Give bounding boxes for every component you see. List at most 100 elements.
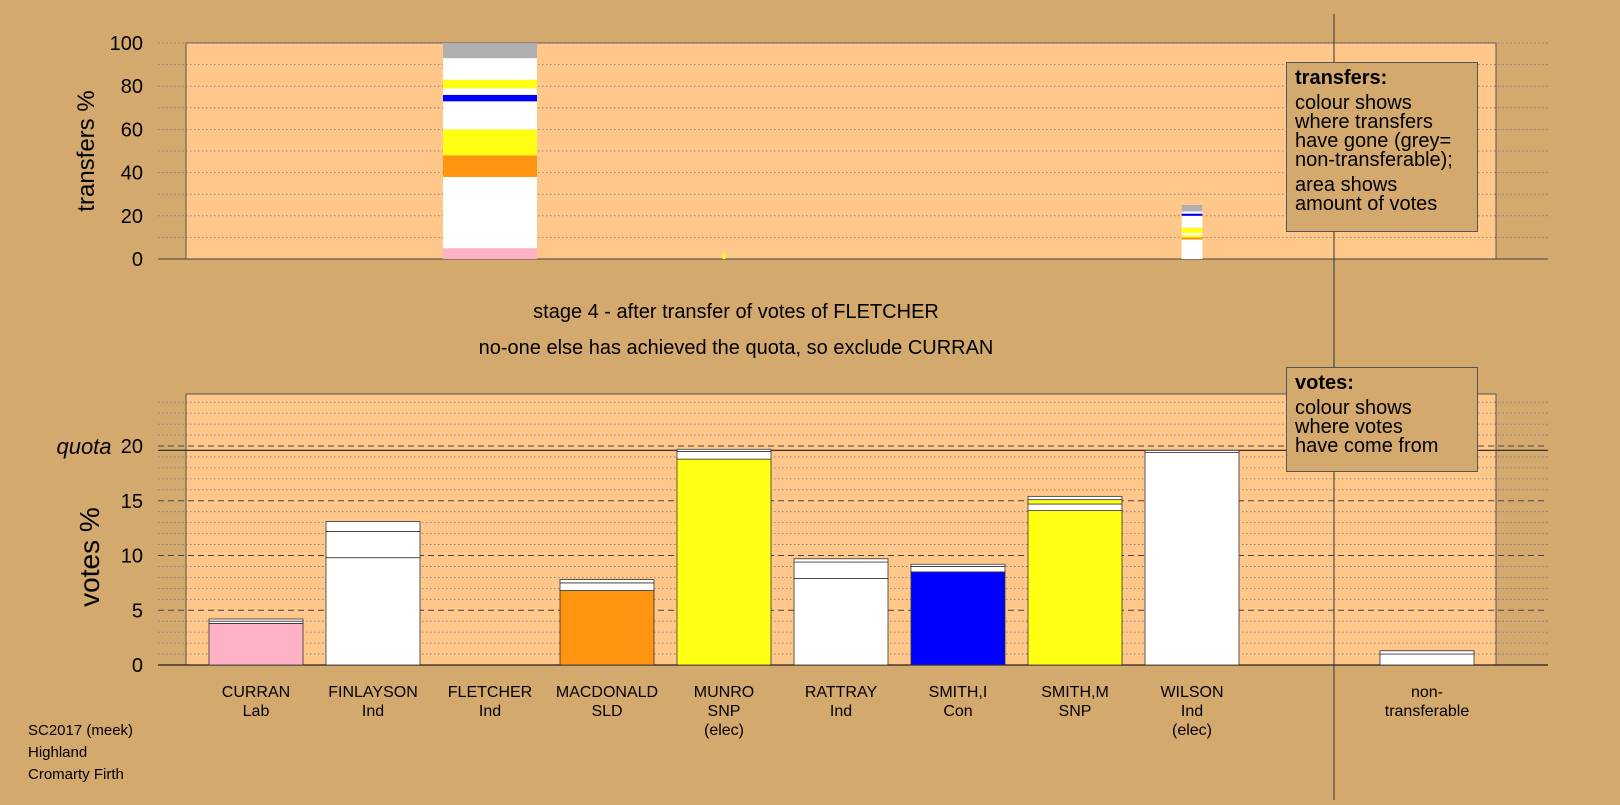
vote-segment: [325, 521, 421, 532]
legend-votes-line: where votes: [1295, 416, 1403, 438]
candidate-party: Ind: [1181, 703, 1203, 720]
legend-transfers-line: non-transferable);: [1295, 149, 1453, 171]
vote-segment: [325, 557, 421, 666]
vote-segment: [559, 582, 655, 591]
candidate-name: FLETCHER: [448, 684, 532, 701]
candidate-name: RATTRAY: [805, 684, 878, 701]
ward-name: Cromarty Firth: [28, 766, 124, 783]
legend-transfers: transfers: colour shows where transfers …: [1286, 62, 1478, 232]
candidate-name: CURRAN: [222, 684, 290, 701]
transfer-segment: [1181, 227, 1203, 234]
transfer-segment: [443, 79, 537, 89]
nontransferable-segment: [1379, 653, 1475, 666]
vote-segment: [1144, 452, 1240, 666]
candidate-name: MUNRO: [694, 684, 754, 701]
candidate-elected: (elec): [704, 722, 744, 739]
transfers-axis-label: transfers %: [73, 90, 100, 211]
candidate-elected: (elec): [1172, 722, 1212, 739]
candidate-party: Lab: [243, 703, 270, 720]
transfer-segment: [722, 252, 726, 259]
transfer-segment: [1181, 205, 1203, 212]
transfers-tick-label: 100: [110, 33, 143, 55]
transfer-segment: [443, 176, 537, 249]
legend-transfers-line: colour shows: [1295, 92, 1412, 114]
candidate-party: Ind: [830, 703, 852, 720]
candidate-party: Ind: [479, 703, 501, 720]
vote-segment: [910, 566, 1006, 573]
stage-text: stage 4 - after transfer of votes of FLE…: [533, 301, 939, 323]
transfer-segment: [1181, 233, 1203, 236]
transfer-segment: [443, 248, 537, 259]
legend-transfers-line: area shows: [1295, 174, 1398, 196]
legend-votes: votes: colour shows where votes have com…: [1286, 367, 1478, 472]
nontransferable-label: transferable: [1385, 703, 1470, 720]
vote-segment: [1027, 510, 1123, 666]
transfer-segment: [1181, 213, 1203, 216]
vote-segment: [1027, 503, 1123, 512]
quota-label: quota: [56, 434, 111, 459]
candidate-party: Con: [943, 703, 972, 720]
votes-tick-label: 5: [132, 600, 143, 622]
transfer-segment: [443, 58, 537, 80]
transfers-tick-label: 20: [121, 206, 143, 228]
legend-votes-line: colour shows: [1295, 397, 1412, 419]
candidate-party: Ind: [362, 703, 384, 720]
candidate-name: SMITH,M: [1041, 684, 1109, 701]
election-method: SC2017 (meek): [28, 722, 134, 739]
candidate-name: MACDONALD: [556, 684, 658, 701]
votes-chart: 0 5 10 15 20 quota votes % CURRAN Lab FINLAYSON In…: [56, 393, 1548, 739]
vote-segment: [793, 561, 889, 579]
transfer-segment: [443, 155, 537, 177]
transfers-tick-label: 60: [121, 119, 143, 141]
votes-tick-label: 20: [121, 436, 143, 458]
transfer-segment: [443, 129, 537, 156]
transfer-segment: [443, 94, 537, 102]
legend-transfers-line: amount of votes: [1295, 193, 1438, 215]
legend-transfers-title: transfers:: [1295, 67, 1388, 89]
transfer-segment: [1181, 239, 1203, 259]
transfers-plot-area: [185, 42, 1497, 260]
candidate-party: SNP: [708, 703, 741, 720]
transfers-tick-label: 0: [132, 249, 143, 271]
candidate-name: WILSON: [1160, 684, 1223, 701]
transfer-segment: [1181, 215, 1203, 228]
legend-votes-title: votes:: [1295, 372, 1354, 394]
votes-tick-label: 0: [132, 655, 143, 677]
transfers-tick-label: 40: [121, 163, 143, 185]
council-name: Highland: [28, 744, 88, 761]
election-info: SC2017 (meek) Highland Cromarty Firth: [28, 720, 133, 786]
votes-tick-label: 10: [121, 546, 143, 568]
legend-transfers-line: have gone (grey=: [1295, 130, 1452, 152]
candidate-party: SLD: [591, 703, 622, 720]
legend-votes-line: have come from: [1295, 435, 1439, 457]
vote-segment: [910, 571, 1006, 666]
votes-tick-label: 15: [121, 491, 143, 513]
vote-segment: [325, 531, 421, 559]
transfer-segment: [443, 88, 537, 95]
vote-segment: [208, 618, 304, 622]
transfers-tick-label: 80: [121, 76, 143, 98]
vote-segment: [1027, 495, 1123, 501]
candidate-name: FINLAYSON: [328, 684, 418, 701]
transfer-segment: [1181, 211, 1203, 214]
vote-segment: [793, 578, 889, 666]
vote-segment: [676, 458, 772, 666]
status-text: no-one else has achieved the quota, so e…: [479, 337, 994, 359]
vote-segment: [1027, 499, 1123, 505]
vote-segment: [559, 579, 655, 584]
vote-segment: [793, 558, 889, 563]
vote-segment: [676, 451, 772, 460]
transfer-segment: [1181, 235, 1203, 238]
transfer-segment: [443, 43, 537, 59]
nontransferable-label: non-: [1411, 684, 1443, 701]
transfer-segment: [1181, 237, 1203, 240]
legend-transfers-line: where transfers: [1295, 111, 1433, 133]
votes-axis-label: votes %: [74, 507, 105, 607]
vote-segment: [910, 563, 1006, 567]
candidate-party: SNP: [1059, 703, 1092, 720]
transfers-chart: 0 20 40 60 80 100 transfers %: [73, 33, 1548, 271]
vote-segment: [559, 590, 655, 666]
transfer-segment: [443, 101, 537, 130]
